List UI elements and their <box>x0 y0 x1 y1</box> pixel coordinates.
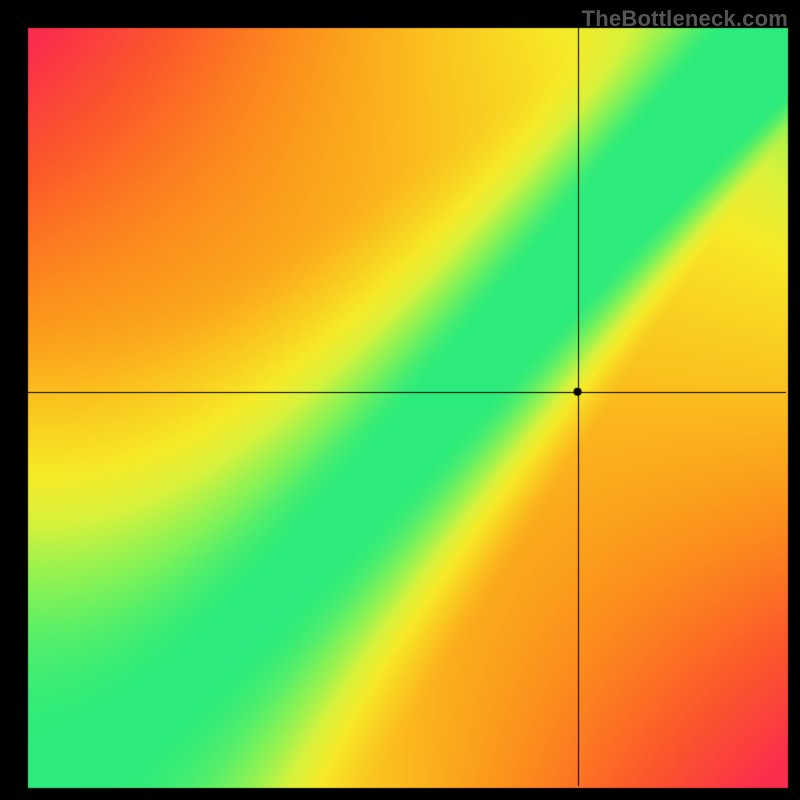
watermark-text: TheBottleneck.com <box>582 6 788 32</box>
bottleneck-heatmap <box>0 0 800 800</box>
